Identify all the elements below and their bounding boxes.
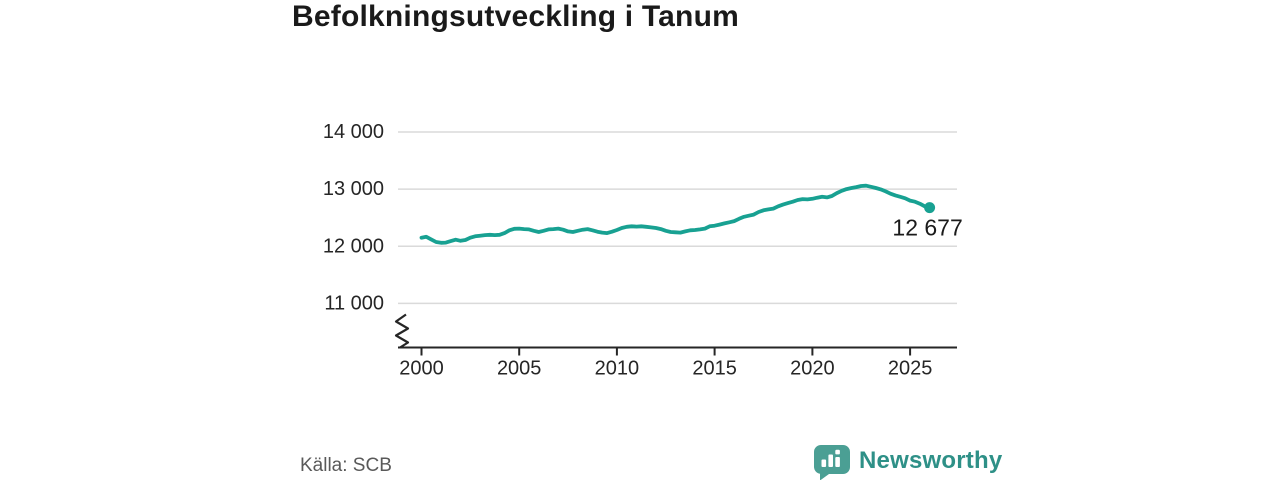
y-tick-label: 14 000 [323, 121, 384, 143]
end-point-label: 12 677 [892, 215, 962, 241]
x-tick-label: 2010 [595, 358, 640, 380]
source-label: Källa: SCB [300, 455, 392, 476]
newsworthy-logo: Newsworthy [812, 442, 1002, 480]
x-tick-label: 2025 [888, 358, 933, 380]
y-tick-label: 11 000 [324, 292, 384, 314]
newsworthy-logo-text: Newsworthy [859, 447, 1003, 474]
end-point-marker [924, 202, 936, 214]
y-tick-label: 13 000 [323, 178, 384, 200]
population-line [419, 183, 932, 245]
newsworthy-icon [814, 445, 850, 480]
x-tick-label: 2020 [790, 358, 835, 380]
x-tick-label: 2000 [399, 358, 444, 380]
x-tick-label: 2015 [692, 358, 737, 380]
x-tick-label: 2005 [497, 358, 542, 380]
chart-title: Befolkningsutveckling i Tanum [292, 0, 739, 33]
axis-break-zigzag [394, 313, 410, 349]
y-tick-label: 12 000 [323, 235, 384, 257]
